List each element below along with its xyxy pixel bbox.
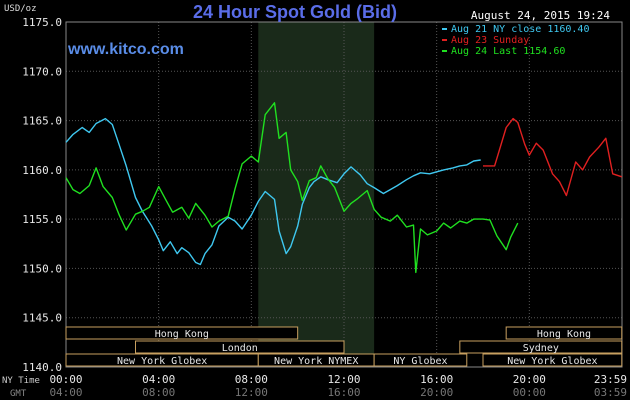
session-label: NY Globex xyxy=(393,356,447,367)
x-tick-label-ny: 20:00 xyxy=(513,373,546,386)
y-tick-label: 1155.0 xyxy=(22,213,62,226)
x-tick-label-ny: 08:00 xyxy=(235,373,268,386)
x-tick-label-gmt: 16:00 xyxy=(327,386,360,399)
y-tick-label: 1160.0 xyxy=(22,164,62,177)
plot-frame xyxy=(65,21,623,368)
x-tick-label-gmt: 08:00 xyxy=(142,386,175,399)
x-tick-label-gmt: 00:00 xyxy=(513,386,546,399)
x-tick-label-gmt: 20:00 xyxy=(420,386,453,399)
grid-lines xyxy=(65,21,623,368)
x-tick-label-ny: 00:00 xyxy=(49,373,82,386)
legend-label: Aug 21 NY close 1160.40 xyxy=(451,24,589,35)
x-tick-label-gmt: 03:59 xyxy=(594,386,627,399)
session-box xyxy=(459,340,623,354)
legend-label: Aug 23 Sunday xyxy=(451,35,529,46)
y-tick-label: 1145.0 xyxy=(22,312,62,325)
nymex-session-shading xyxy=(258,22,375,367)
x-tick-label-gmt: 04:00 xyxy=(49,386,82,399)
session-label: London xyxy=(222,343,258,354)
y-tick-label: 1150.0 xyxy=(22,262,62,275)
x-tick-label-ny: 12:00 xyxy=(327,373,360,386)
y-tick-label: 1165.0 xyxy=(22,115,62,128)
session-box xyxy=(65,326,299,340)
session-label: Hong Kong xyxy=(537,329,591,340)
series-line-0 xyxy=(65,117,481,266)
session-label: New York NYMEX xyxy=(274,356,358,367)
x-tick-label-ny: 23:59 xyxy=(594,373,627,386)
y-tick-label: 1140.0 xyxy=(22,361,62,374)
session-box xyxy=(505,326,623,340)
session-box xyxy=(482,353,623,367)
chart-title: 24 Hour Spot Gold (Bid) xyxy=(193,2,397,22)
timestamp: August 24, 2015 19:24 xyxy=(471,9,610,22)
ny-time-label: NY Time xyxy=(2,376,40,386)
series-line-1 xyxy=(483,117,623,197)
session-label: New York Globex xyxy=(117,356,207,367)
trading-sessions: Hong Kong Hong Kong London Sydney New York G… xyxy=(65,326,623,367)
y-axis-ticks: 1175.0 1170.0 1165.0 1160.0 1155.0 1150.0 1145… xyxy=(22,16,62,374)
series-line-2 xyxy=(65,102,519,274)
price-series xyxy=(65,102,623,274)
session-label: New York Globex xyxy=(507,356,597,367)
y-tick-label: 1170.0 xyxy=(22,65,62,78)
y-tick-label: 1175.0 xyxy=(22,16,62,29)
legend-label: Aug 24 Last 1154.60 xyxy=(451,46,565,57)
session-label: Hong Kong xyxy=(155,329,209,340)
y-unit-label: USD/oz xyxy=(4,4,37,14)
session-label: Sydney xyxy=(523,343,559,354)
gmt-label: GMT xyxy=(10,389,27,399)
x-tick-label-gmt: 12:00 xyxy=(235,386,268,399)
x-tick-label-ny: 16:00 xyxy=(420,373,453,386)
brand-watermark: www.kitco.com xyxy=(67,41,184,58)
session-box xyxy=(373,353,468,367)
x-axis-ticks: 00:00 04:00 08:00 12:00 16:00 20:00 23:5904:00… xyxy=(49,373,627,399)
session-box xyxy=(135,340,345,354)
x-tick-label-ny: 04:00 xyxy=(142,373,175,386)
